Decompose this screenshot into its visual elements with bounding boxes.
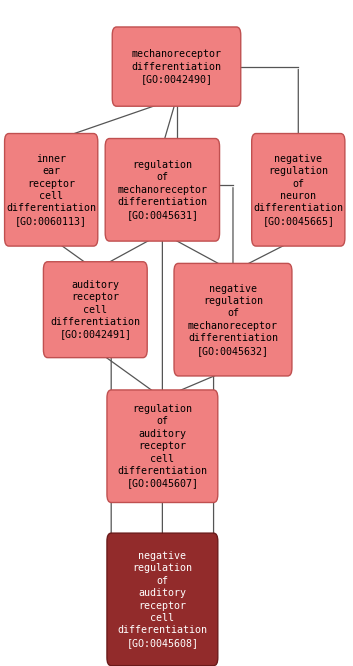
Text: inner
ear
receptor
cell
differentiation
[GO:0060113]: inner ear receptor cell differentiation … <box>6 154 96 226</box>
FancyBboxPatch shape <box>5 134 98 246</box>
Text: regulation
of
mechanoreceptor
differentiation
[GO:0045631]: regulation of mechanoreceptor differenti… <box>118 160 207 220</box>
FancyBboxPatch shape <box>112 27 241 106</box>
FancyBboxPatch shape <box>174 263 292 376</box>
Text: regulation
of
auditory
receptor
cell
differentiation
[GO:0045607]: regulation of auditory receptor cell dif… <box>118 404 207 488</box>
FancyBboxPatch shape <box>107 390 218 503</box>
Text: mechanoreceptor
differentiation
[GO:0042490]: mechanoreceptor differentiation [GO:0042… <box>132 49 221 84</box>
Text: negative
regulation
of
auditory
receptor
cell
differentiation
[GO:0045608]: negative regulation of auditory receptor… <box>118 551 207 648</box>
FancyBboxPatch shape <box>252 134 345 246</box>
Text: auditory
receptor
cell
differentiation
[GO:0042491]: auditory receptor cell differentiation [… <box>50 280 140 340</box>
FancyBboxPatch shape <box>107 533 218 666</box>
FancyBboxPatch shape <box>43 262 147 358</box>
FancyBboxPatch shape <box>105 139 220 241</box>
Text: negative
regulation
of
mechanoreceptor
differentiation
[GO:0045632]: negative regulation of mechanoreceptor d… <box>188 284 278 356</box>
Text: negative
regulation
of
neuron
differentiation
[GO:0045665]: negative regulation of neuron differenti… <box>253 154 343 226</box>
